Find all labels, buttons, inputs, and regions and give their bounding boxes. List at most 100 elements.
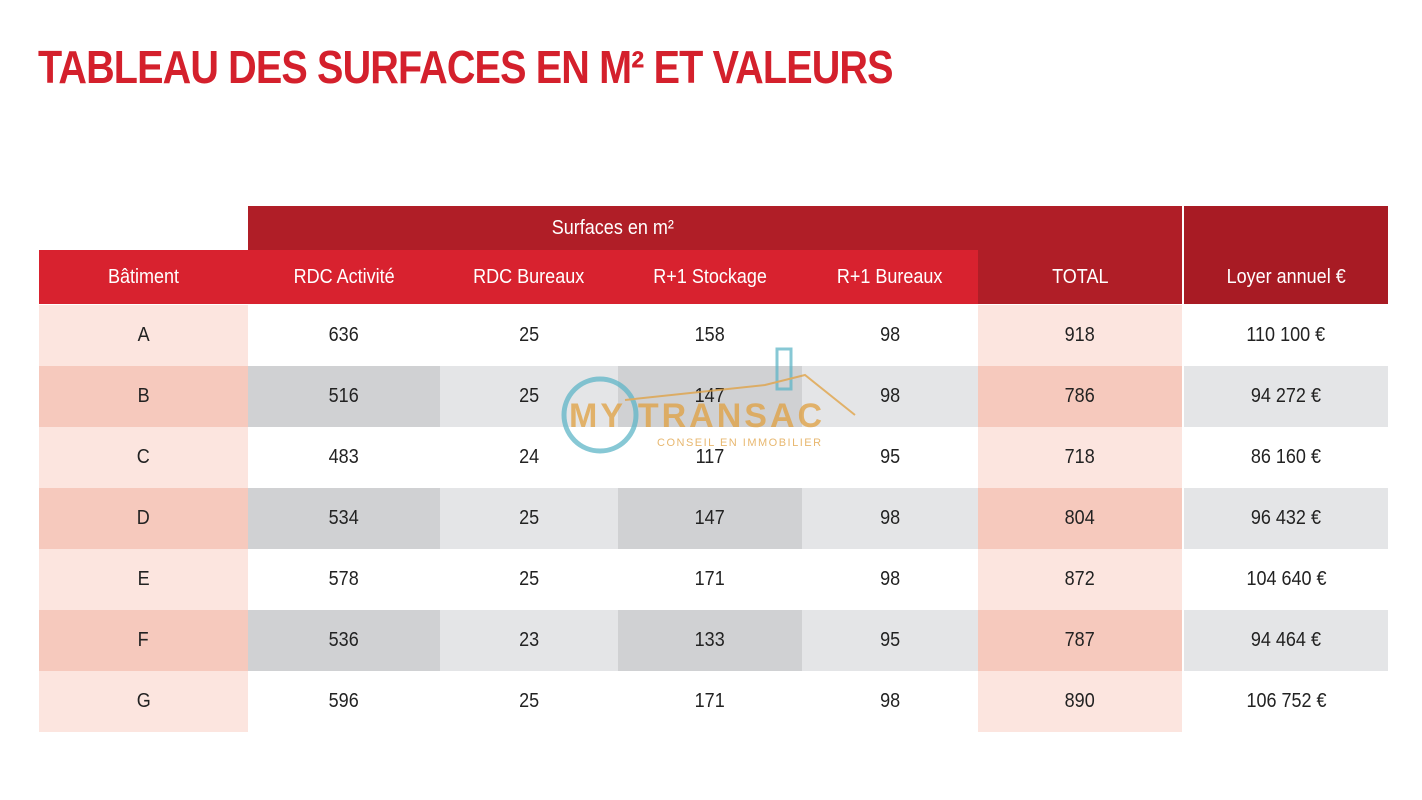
table-cell: 918 [978, 305, 1182, 366]
cell-text: 25 [518, 324, 540, 346]
cell-text: 94 464 € [1250, 629, 1322, 651]
cell-text: 95 [879, 446, 901, 468]
table-cell: 25 [440, 366, 618, 427]
cell-text: 536 [328, 629, 360, 651]
column-header: RDC Activité [248, 250, 440, 304]
cell-text: TOTAL [1051, 265, 1109, 288]
table-cell: 23 [440, 610, 618, 671]
table-cell: 786 [978, 366, 1182, 427]
table-cell: 117 [618, 427, 802, 488]
cell-text: 94 272 € [1250, 385, 1322, 407]
cell-text: 24 [518, 446, 540, 468]
cell-text: 98 [879, 385, 901, 407]
table-cell: 98 [802, 671, 978, 732]
cell-text: 86 160 € [1250, 446, 1322, 468]
column-header: RDC Bureaux [440, 250, 618, 304]
cell-text: 918 [1064, 324, 1096, 346]
table-cell: 872 [978, 549, 1182, 610]
cell-text: 483 [328, 446, 360, 468]
table-cell: 110 100 € [1182, 305, 1388, 366]
table-cell: 25 [440, 305, 618, 366]
cell-text: R+1 Stockage [653, 265, 767, 288]
table-cell: 718 [978, 427, 1182, 488]
table-cell: C [39, 427, 248, 488]
cell-text: 98 [879, 690, 901, 712]
table-cell: 158 [618, 305, 802, 366]
table-cell: 171 [618, 549, 802, 610]
cell-text: D [136, 507, 150, 529]
table-cell: 25 [440, 549, 618, 610]
cell-text: 158 [694, 324, 726, 346]
cell-text: 636 [328, 324, 360, 346]
table-cell: 104 640 € [1182, 549, 1388, 610]
cell-text: 98 [879, 507, 901, 529]
cell-text: 804 [1064, 507, 1096, 529]
column-header: R+1 Bureaux [802, 250, 978, 304]
cell-text: 104 640 € [1245, 568, 1327, 590]
cell-text: 117 [695, 446, 725, 468]
table-cell: 25 [440, 488, 618, 549]
table-cell: 98 [802, 305, 978, 366]
cell-text: Loyer annuel € [1226, 265, 1346, 288]
group-header: Surfaces en m² [248, 206, 978, 250]
table-cell: 516 [248, 366, 440, 427]
table-cell: 147 [618, 366, 802, 427]
table-cell: 94 464 € [1182, 610, 1388, 671]
cell-text: 98 [879, 324, 901, 346]
table-cell: B [39, 366, 248, 427]
cell-text: 25 [518, 690, 540, 712]
table-cell: 171 [618, 671, 802, 732]
page-title: TABLEAU DES SURFACES EN M² ET VALEURS [38, 41, 894, 93]
cell-text: 872 [1064, 568, 1096, 590]
cell-text: A [137, 324, 150, 346]
table-cell: 95 [802, 427, 978, 488]
table-cell: G [39, 671, 248, 732]
cell-text: 578 [328, 568, 360, 590]
table-cell: 25 [440, 671, 618, 732]
table-cell: 98 [802, 549, 978, 610]
cell-text: 110 100 € [1246, 324, 1326, 346]
table-cell: 890 [978, 671, 1182, 732]
cell-text: G [136, 690, 151, 712]
cell-text: 147 [694, 507, 726, 529]
table-cell: 133 [618, 610, 802, 671]
cell-text: RDC Activité [293, 265, 395, 288]
table-cell: 86 160 € [1182, 427, 1388, 488]
cell-text: 23 [518, 629, 540, 651]
cell-text: 171 [694, 690, 726, 712]
column-header: R+1 Stockage [618, 250, 802, 304]
cell-text: 25 [518, 385, 540, 407]
cell-text: 171 [694, 568, 726, 590]
cell-text: 596 [328, 690, 360, 712]
table-cell: 483 [248, 427, 440, 488]
cell-text: B [137, 385, 150, 407]
cell-text: 25 [518, 568, 540, 590]
table-cell: 787 [978, 610, 1182, 671]
table-cell: 804 [978, 488, 1182, 549]
cell-text: Bâtiment [107, 265, 180, 288]
table-cell: 94 272 € [1182, 366, 1388, 427]
cell-text: 516 [328, 385, 360, 407]
table-cell: F [39, 610, 248, 671]
table-cell: 95 [802, 610, 978, 671]
cell-text: 534 [328, 507, 360, 529]
cell-text: 786 [1064, 385, 1096, 407]
table-cell: 536 [248, 610, 440, 671]
cell-text: E [137, 568, 150, 590]
table-cell: 96 432 € [1182, 488, 1388, 549]
column-header: TOTAL [978, 206, 1182, 304]
table-cell: 147 [618, 488, 802, 549]
table-cell: 636 [248, 305, 440, 366]
table-cell: 578 [248, 549, 440, 610]
column-header: Loyer annuel € [1182, 206, 1388, 304]
cell-text: 718 [1064, 446, 1096, 468]
cell-text: C [136, 446, 150, 468]
cell-text: 98 [879, 568, 901, 590]
table-cell: 534 [248, 488, 440, 549]
cell-text: RDC Bureaux [473, 265, 585, 288]
table-cell: 98 [802, 488, 978, 549]
table-cell: 98 [802, 366, 978, 427]
table-cell: 596 [248, 671, 440, 732]
cell-text: 96 432 € [1250, 507, 1322, 529]
